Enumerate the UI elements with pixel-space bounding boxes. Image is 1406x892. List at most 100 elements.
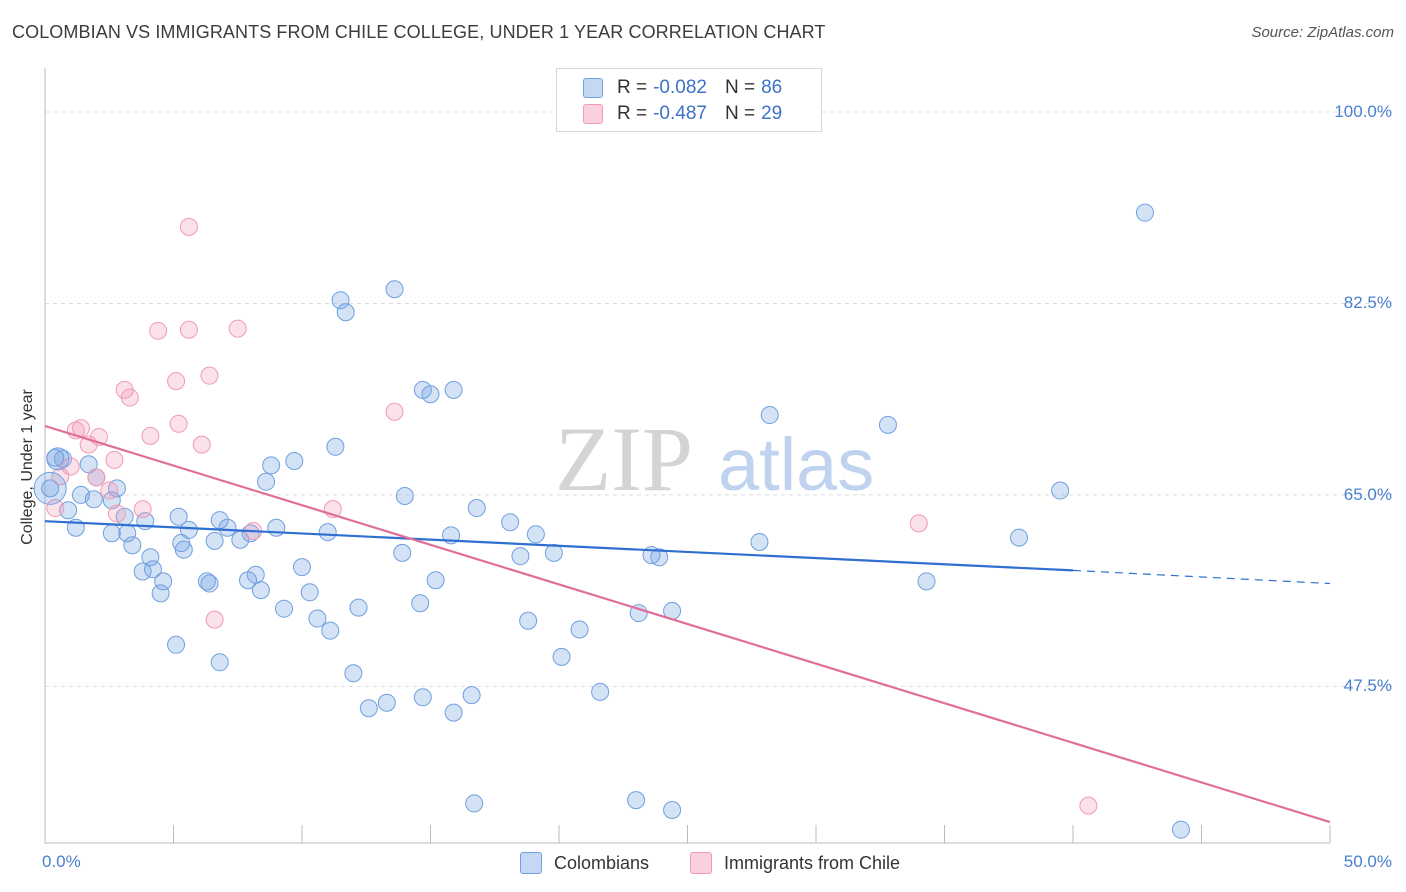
- point-colombian: [462, 686, 481, 705]
- point-chile: [100, 481, 119, 500]
- point-colombian: [359, 699, 378, 718]
- point-colombian: [336, 303, 355, 322]
- point-chile: [385, 402, 404, 421]
- point-colombian: [519, 611, 538, 630]
- point-chile: [179, 320, 198, 339]
- point-colombian: [141, 548, 160, 567]
- trendline-colombians-extension: [1072, 569, 1331, 585]
- point-chile: [133, 500, 152, 519]
- point-chile: [105, 450, 124, 469]
- point-colombian: [426, 571, 445, 590]
- legend-chile-swatch: [690, 852, 712, 874]
- source-label: Source: ZipAtlas.com: [1251, 24, 1394, 41]
- point-colombian: [465, 794, 484, 813]
- x-tick-min: 0.0%: [42, 852, 81, 871]
- point-colombian: [511, 547, 530, 566]
- legend-chile-label: Immigrants from Chile: [724, 852, 901, 873]
- point-colombian: [197, 572, 216, 591]
- y-tick-label: 47.5%: [1343, 676, 1392, 696]
- chart-title: COLOMBIAN VS IMMIGRANTS FROM CHILE COLLE…: [12, 22, 826, 42]
- point-colombian: [750, 532, 769, 551]
- legend-n-label: N =: [724, 77, 756, 98]
- point-colombian: [179, 520, 198, 539]
- y-tick-label: 65.0%: [1343, 484, 1392, 504]
- legend-chile: Immigrants from Chile: [690, 852, 900, 874]
- legend-r-label: R =: [617, 77, 648, 98]
- legend-n-value: 29: [761, 103, 783, 124]
- point-chile: [120, 388, 139, 407]
- legend-n-value: 86: [761, 77, 783, 98]
- point-colombian: [262, 456, 281, 475]
- point-chile: [141, 426, 160, 445]
- point-colombian: [413, 688, 432, 707]
- point-colombian: [1051, 481, 1070, 500]
- y-tick-label: 100.0%: [1334, 102, 1392, 122]
- point-colombian: [257, 472, 276, 491]
- point-colombian: [650, 548, 669, 567]
- point-colombian: [321, 621, 340, 640]
- point-colombian: [218, 518, 237, 537]
- point-colombian: [467, 499, 486, 518]
- point-chile: [228, 319, 247, 338]
- point-colombian: [760, 406, 779, 425]
- point-colombian: [444, 703, 463, 722]
- point-chile: [200, 366, 219, 385]
- point-colombian: [627, 791, 646, 810]
- point-colombian: [1171, 820, 1190, 839]
- point-colombian: [241, 524, 260, 543]
- point-colombian: [663, 800, 682, 819]
- point-colombian: [210, 653, 229, 672]
- point-colombian: [326, 437, 345, 456]
- point-colombian: [143, 560, 162, 579]
- point-chile: [179, 217, 198, 236]
- point-colombian: [411, 594, 430, 613]
- point-colombian: [501, 513, 520, 532]
- point-colombian: [385, 280, 404, 299]
- point-colombian: [169, 507, 188, 526]
- point-colombian: [275, 599, 294, 618]
- point-colombian: [246, 565, 265, 584]
- legend-colombians-swatch: [520, 852, 542, 874]
- point-colombian: [1010, 528, 1029, 547]
- stats-legend: R = -0.082 N = 86 R = -0.487 N = 29: [556, 68, 822, 132]
- point-chile: [909, 514, 928, 533]
- point-colombian: [151, 584, 170, 603]
- point-colombian: [917, 572, 936, 591]
- point-colombian: [174, 540, 193, 559]
- point-colombian: [205, 531, 224, 550]
- point-colombian: [53, 449, 72, 468]
- point-chile: [107, 504, 126, 523]
- point-colombian: [344, 664, 363, 683]
- trendline-chile: [44, 424, 1331, 824]
- point-colombian: [84, 490, 103, 509]
- point-colombian: [167, 635, 186, 654]
- point-chile: [167, 372, 186, 391]
- point-colombian: [570, 620, 589, 639]
- y-tick-label: 82.5%: [1343, 293, 1392, 313]
- point-colombian: [200, 574, 219, 593]
- watermark: ZIP atlas: [555, 408, 874, 510]
- x-tick-max: 50.0%: [1343, 852, 1392, 871]
- point-colombian: [552, 647, 571, 666]
- legend-swatch-pink: [583, 104, 603, 124]
- point-colombian: [154, 572, 173, 591]
- point-colombian: [251, 581, 270, 600]
- legend-row-colombians: R = -0.082 N = 86: [583, 76, 782, 100]
- legend-swatch-blue: [583, 78, 603, 98]
- trendline-colombians: [44, 520, 1074, 572]
- point-chile: [169, 414, 188, 433]
- point-colombian: [377, 693, 396, 712]
- point-colombian: [526, 525, 545, 544]
- legend-r-label: R =: [617, 103, 648, 124]
- point-colombian: [267, 518, 286, 537]
- legend-colombians: Colombians: [520, 852, 649, 874]
- point-chile: [149, 321, 168, 340]
- legend-r-value: -0.082: [653, 77, 707, 98]
- point-colombian: [421, 385, 440, 404]
- point-colombian-large: [46, 447, 70, 471]
- point-colombian: [107, 479, 126, 498]
- point-colombian: [393, 543, 412, 562]
- point-colombian: [878, 415, 897, 434]
- point-chile: [61, 457, 80, 476]
